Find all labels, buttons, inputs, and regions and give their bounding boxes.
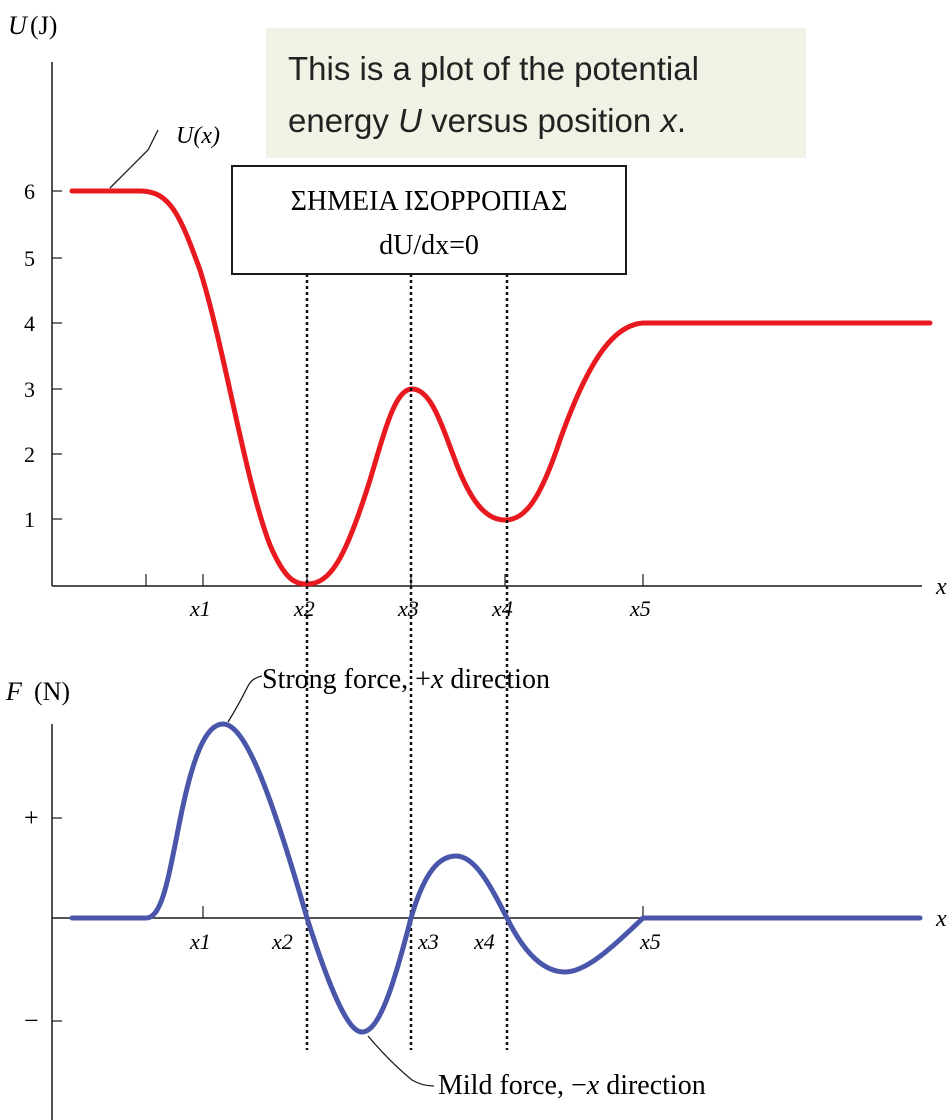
f-x-tick-label-x5: x5	[639, 929, 661, 954]
f-axis-unit: (N)	[34, 677, 70, 706]
u-x-tick-label-x5: x5	[629, 596, 651, 621]
u-y-tick-label: 4	[24, 311, 35, 336]
equilibrium-box	[231, 165, 627, 275]
u-curve-leader-line	[109, 129, 159, 189]
force-curve	[69, 721, 923, 1035]
u-x-tick-label-x2: x2	[293, 596, 315, 621]
f-x-tick-label-x2: x2	[271, 929, 293, 954]
mild-force-label: Mild force, −x direction	[438, 1070, 706, 1101]
u-y-tick-label: 2	[24, 442, 35, 467]
u-axis-unit: (J)	[30, 11, 57, 40]
annotation-line-1: This is a plot of the potential	[288, 50, 699, 87]
strong-force-label: Strong force, +x direction	[262, 664, 550, 695]
f-x-tick-label-x4: x4	[473, 929, 495, 954]
equilibrium-formula: dU/dx=0	[379, 230, 479, 261]
u-y-tick-label: 1	[24, 507, 35, 532]
u-curve-label: U(x)	[176, 123, 220, 149]
mild-force-leader-line	[367, 1035, 435, 1087]
u-y-tick-label: 3	[24, 377, 35, 402]
potential-energy-plot: U (J) x 1 2 3 4 5 6 x1	[8, 11, 947, 621]
equilibrium-title: ΣΗΜΕΙΑ ΙΣΟΡΡΟΠΙΑΣ	[291, 186, 568, 217]
u-x-tick-label-x4: x4	[491, 596, 513, 621]
f-x-tick-label-x3: x3	[417, 929, 439, 954]
annotation-box	[266, 28, 806, 158]
force-plot: F (N) x + − x1 x2 x3 x4 x5 Strong force,…	[5, 664, 947, 1120]
u-x-tick-label-x3: x3	[397, 596, 419, 621]
u-y-tick-label: 5	[24, 246, 35, 271]
f-x-axis-label: x	[935, 906, 947, 932]
u-y-tick-label: 6	[24, 179, 35, 204]
f-axis-symbol: F	[5, 677, 23, 706]
u-x-ticks: x1 x2 x3 x4 x5	[145, 574, 651, 621]
u-y-ticks: 1 2 3 4 5 6	[24, 179, 62, 532]
potential-curve	[69, 188, 933, 587]
u-axis-symbol: U	[8, 11, 29, 40]
strong-force-leader-line	[227, 675, 263, 723]
u-x-tick-label-x1: x1	[189, 596, 211, 621]
f-x-tick-label-x1: x1	[189, 929, 211, 954]
u-x-axis-label: x	[935, 574, 947, 600]
f-y-tick-minus: −	[24, 1006, 39, 1035]
f-y-tick-plus: +	[24, 803, 39, 832]
annotation-line-2: energy U versus position x.	[288, 102, 686, 139]
